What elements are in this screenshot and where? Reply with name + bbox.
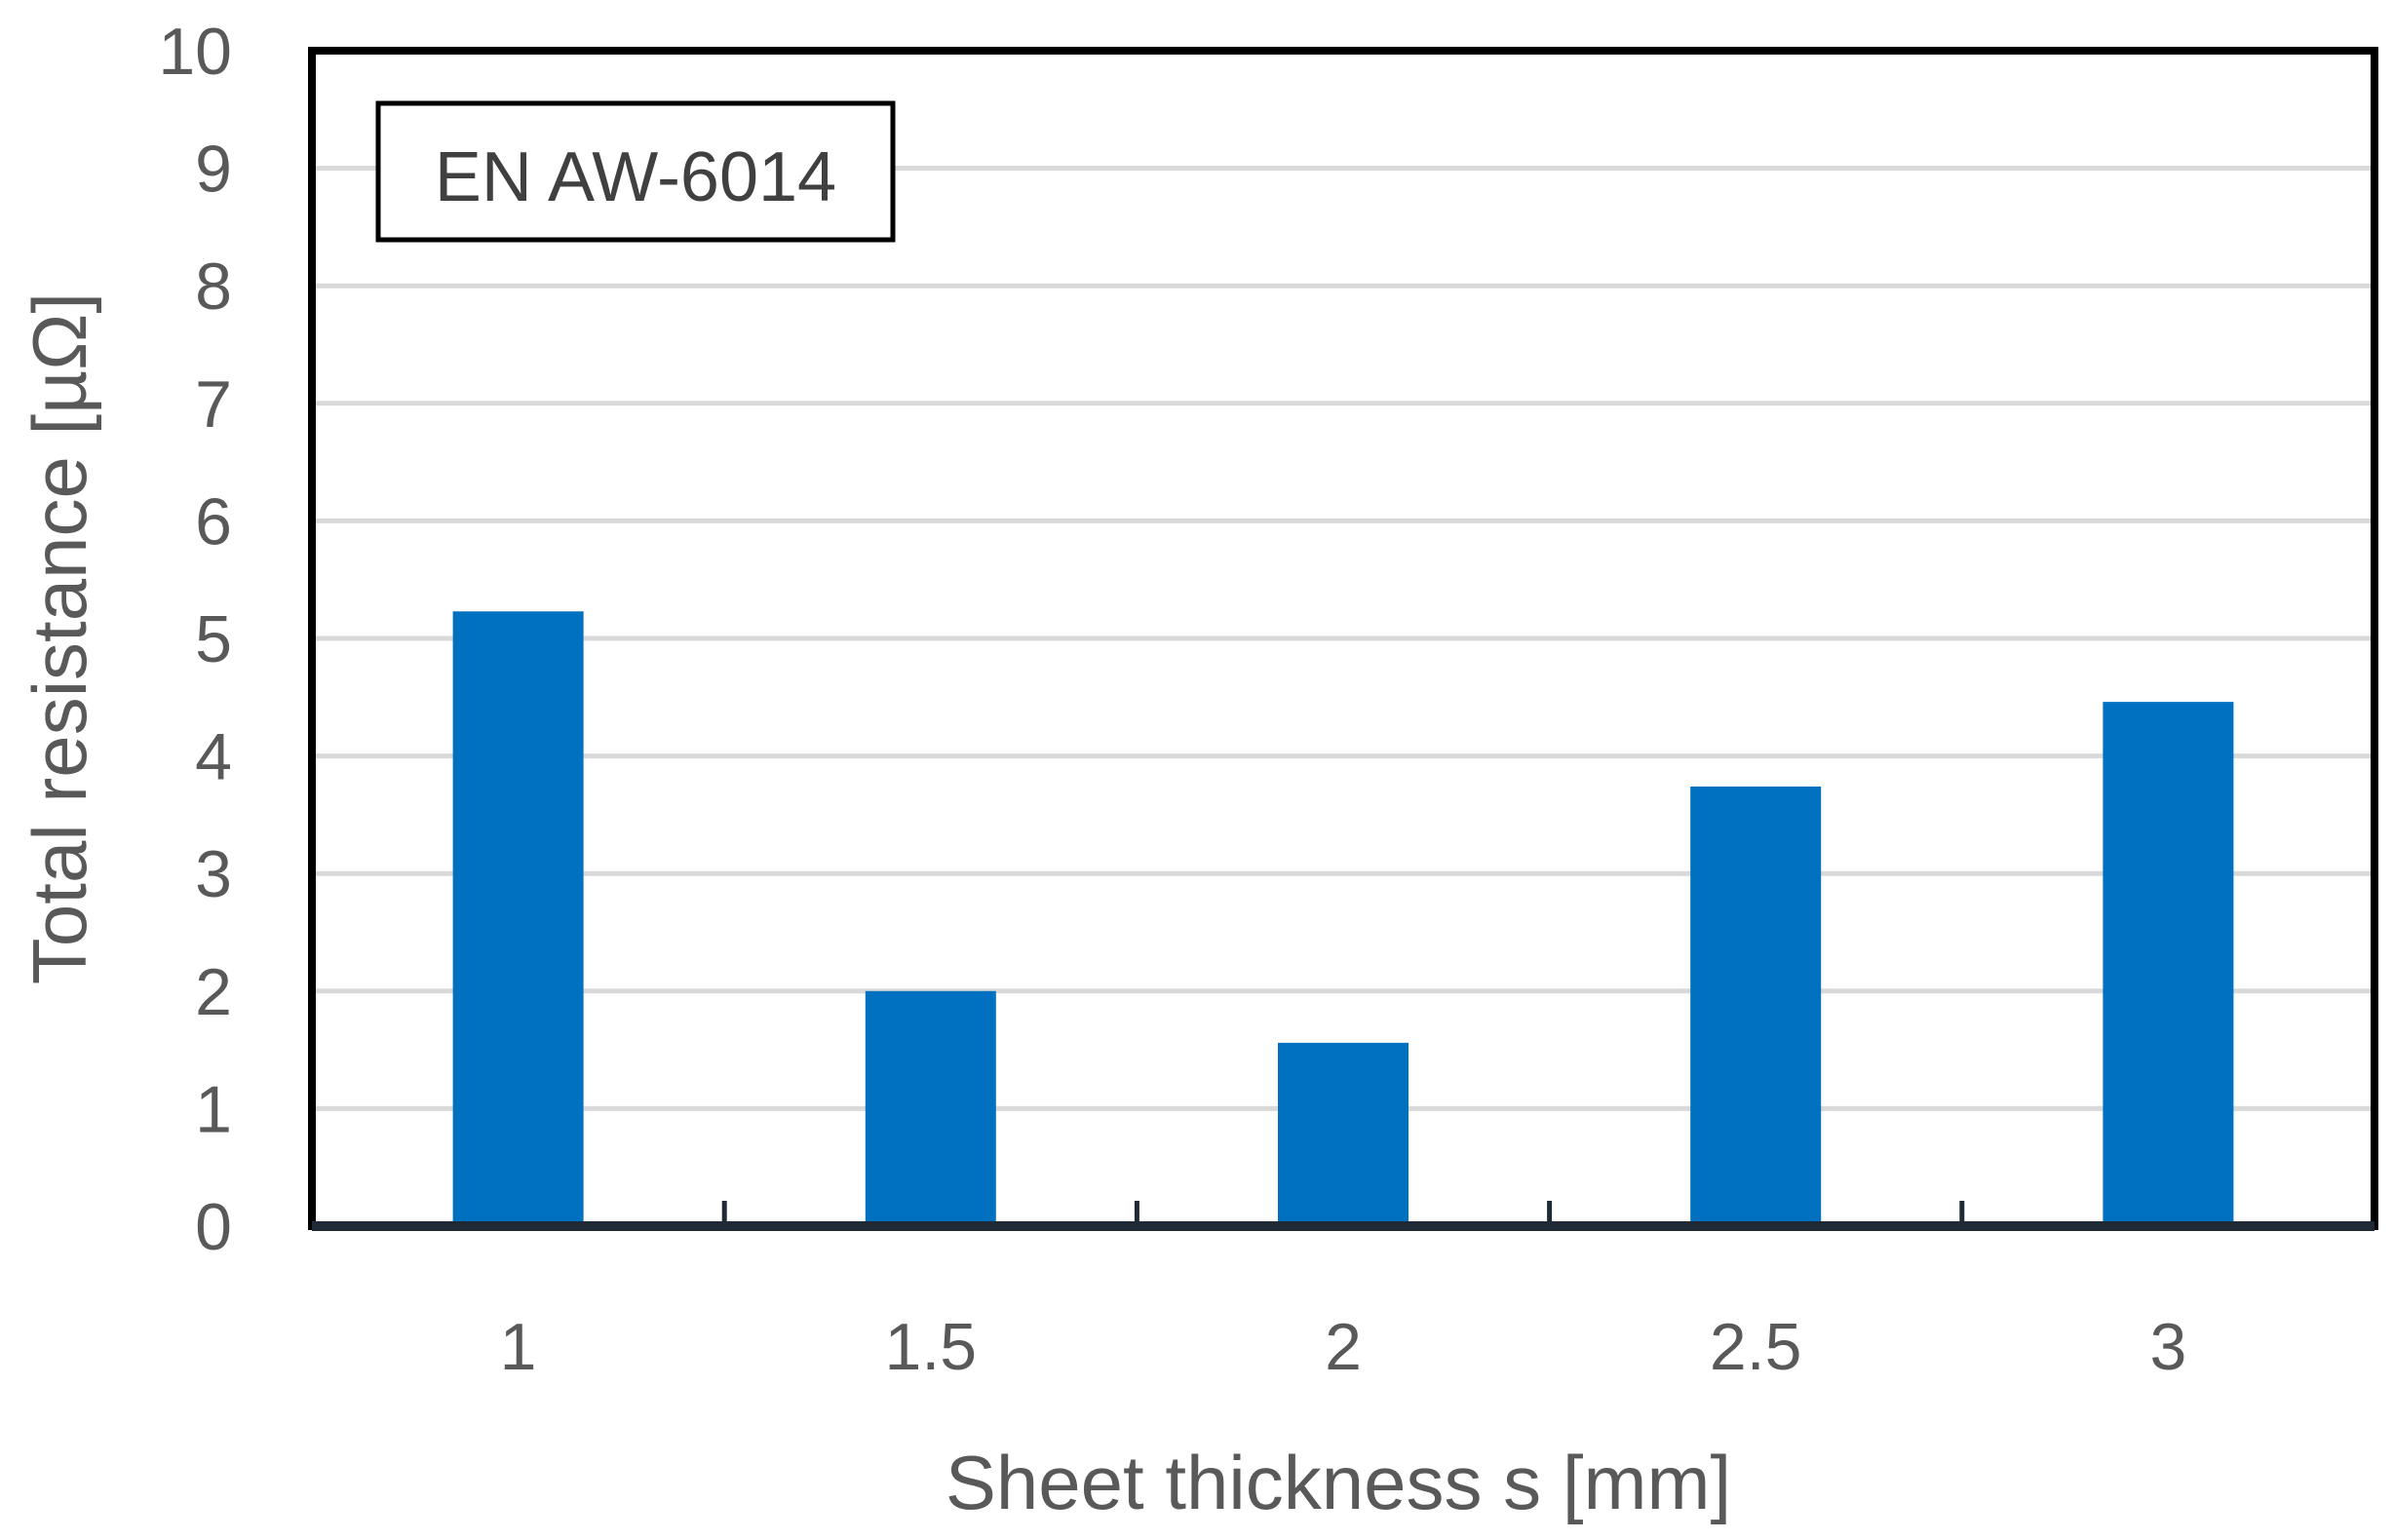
x-tick-label: 2.5 [1710, 1310, 1802, 1384]
bar [1278, 1042, 1409, 1226]
y-tick-label: 5 [195, 602, 232, 676]
y-tick-label: 1 [195, 1072, 232, 1146]
y-tick-label: 6 [195, 484, 232, 558]
bar [452, 611, 584, 1226]
y-tick-label: 0 [195, 1190, 232, 1264]
x-axis-title: Sheet thickness s [mm] [946, 1440, 1731, 1525]
plot-frame [308, 47, 2378, 1231]
y-tick-label: 9 [195, 133, 232, 207]
y-tick-label: 7 [195, 367, 232, 442]
y-axis-title: Total resistance [µΩ] [17, 292, 102, 984]
y-tick-label: 10 [158, 15, 232, 89]
y-tick-label: 3 [195, 837, 232, 911]
gridlines [312, 166, 2374, 1111]
bar [2103, 702, 2234, 1226]
x-tick-label: 2 [1325, 1310, 1362, 1384]
annotation-box: EN AW-6014 [375, 100, 896, 243]
y-axis-ticks: 0 1 2 3 4 5 6 7 8 9 10 [158, 15, 232, 1264]
x-tick-label: 1 [500, 1310, 537, 1384]
y-tick-label: 4 [195, 720, 232, 794]
y-tick-label: 8 [195, 250, 232, 324]
x-tick-label: 1.5 [885, 1310, 978, 1384]
annotation-label: EN AW-6014 [435, 138, 836, 216]
x-tick-label: 3 [2149, 1310, 2186, 1384]
bar [865, 990, 996, 1226]
x-axis-ticks: 1 1.5 2 2.5 3 [500, 1310, 2187, 1384]
bar [1690, 786, 1822, 1226]
bars [452, 611, 2234, 1226]
y-tick-label: 2 [195, 955, 232, 1029]
